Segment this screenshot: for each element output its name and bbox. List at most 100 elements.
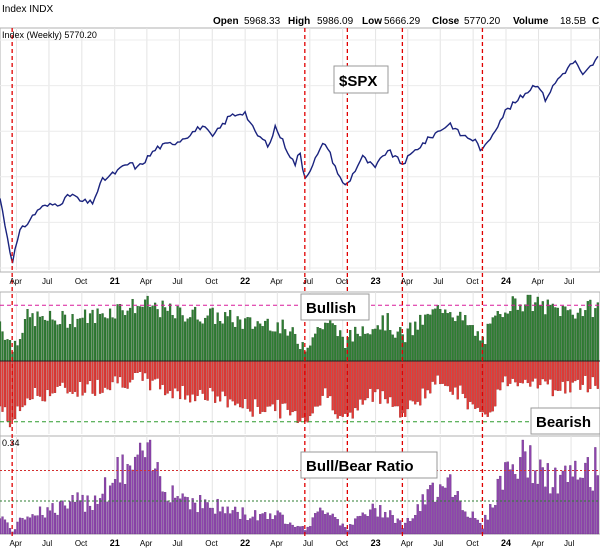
bullish-bar <box>331 323 334 362</box>
bearish-bar <box>591 360 594 378</box>
bullish-bar <box>464 315 467 362</box>
bullish-bar <box>426 313 429 362</box>
bullish-bar <box>474 335 477 362</box>
bullish-bar <box>556 307 559 362</box>
bearish-bar <box>414 360 417 405</box>
ratio-bar <box>261 513 264 535</box>
bullish-bar <box>486 323 489 362</box>
x-tick-label: Jul <box>42 539 52 548</box>
x-tick-label: Apr <box>140 277 153 286</box>
bullish-label: Bullish <box>306 300 356 317</box>
bearish-bar <box>584 360 587 376</box>
ratio-bar <box>176 496 179 535</box>
bearish-bar <box>106 360 109 390</box>
bullish-bar <box>171 315 174 362</box>
x-tick-label: Oct <box>205 539 218 548</box>
bullish-bar <box>169 303 172 362</box>
ratio-bar <box>534 470 537 535</box>
ratio-bar <box>0 518 2 535</box>
bearish-bar <box>121 360 124 388</box>
x-tick-label: Oct <box>75 539 88 548</box>
bullish-bar <box>449 312 452 362</box>
ratio-bar <box>409 521 412 535</box>
chart-title: Index INDX <box>2 4 53 15</box>
bullish-bar <box>361 326 364 362</box>
ratio-bar <box>126 464 129 535</box>
bullish-bar <box>118 303 122 362</box>
bullish-bar <box>399 327 402 362</box>
bullish-bar <box>158 317 162 362</box>
bullish-bar <box>429 314 432 362</box>
bearish-bar <box>194 360 197 402</box>
ratio-bar <box>471 511 474 535</box>
bearish-bar <box>83 360 87 393</box>
ratio-bar <box>56 514 59 535</box>
ratio-bar <box>254 510 257 535</box>
bearish-bar <box>86 360 89 385</box>
ratio-bar <box>511 464 514 535</box>
bearish-bar <box>466 360 469 410</box>
bearish-bar <box>73 360 77 392</box>
bullish-bar <box>394 337 397 362</box>
bearish-bar <box>534 360 537 379</box>
bearish-bar <box>509 360 512 384</box>
bullish-bar <box>161 300 164 362</box>
high-value: 5986.09 <box>317 16 354 27</box>
bullish-bar <box>186 318 189 362</box>
bearish-bar <box>234 360 237 406</box>
ratio-bar <box>33 515 37 535</box>
bullish-bar <box>206 315 209 362</box>
ratio-bar <box>16 521 19 535</box>
x-tick-label: Oct <box>336 539 349 548</box>
bullish-bar <box>216 312 219 362</box>
ratio-bar <box>396 518 399 535</box>
ratio-bar <box>63 505 67 535</box>
bullish-bar <box>146 295 149 362</box>
ratio-bar <box>21 517 24 535</box>
ratio-bar <box>199 495 202 535</box>
ratio-bar <box>564 465 567 535</box>
bullish-bar <box>379 329 382 362</box>
bearish-bar <box>494 360 497 407</box>
ratio-bar <box>436 496 439 535</box>
bearish-bar <box>361 360 364 405</box>
bullish-bar <box>141 306 144 362</box>
bearish-bar <box>23 360 27 406</box>
ratio-bar <box>361 512 364 535</box>
x-tick-label: Apr <box>270 277 283 286</box>
x-tick-label: Jul <box>172 539 182 548</box>
x-tick-label: 22 <box>240 538 250 548</box>
ref-layer <box>0 304 600 502</box>
bearish-bar <box>276 360 279 400</box>
ratio-bar <box>376 516 379 535</box>
ratio-bar <box>78 500 82 535</box>
ratio-bar <box>366 516 369 535</box>
ratio-bar <box>191 498 194 535</box>
bearish-bar <box>329 360 332 397</box>
ratio-bar <box>544 486 547 535</box>
ratio-bar <box>158 476 162 535</box>
bullish-bar <box>496 311 499 362</box>
bearish-bar <box>294 360 297 412</box>
bearish-bar <box>579 360 582 390</box>
bullish-bar <box>61 310 64 362</box>
bullish-bar <box>439 309 442 362</box>
ratio-bar <box>224 513 227 535</box>
x-tick-label: Apr <box>401 539 414 548</box>
bearish-bar <box>379 360 382 404</box>
bullish-bar <box>491 317 494 362</box>
price-line <box>0 55 599 264</box>
bullish-bar <box>204 317 207 362</box>
ratio-bar <box>161 491 164 535</box>
ratio-bar <box>356 516 359 535</box>
bullish-bar <box>211 307 214 362</box>
bearish-bar <box>186 360 189 396</box>
bullish-bar <box>21 332 24 362</box>
bearish-bar <box>574 360 577 382</box>
bullish-bar <box>166 310 169 362</box>
bearish-bar <box>224 360 227 397</box>
bearish-bar <box>166 360 169 394</box>
bearish-bar <box>199 360 202 390</box>
bearish-bar <box>581 360 584 385</box>
ratio-bar <box>81 494 84 535</box>
